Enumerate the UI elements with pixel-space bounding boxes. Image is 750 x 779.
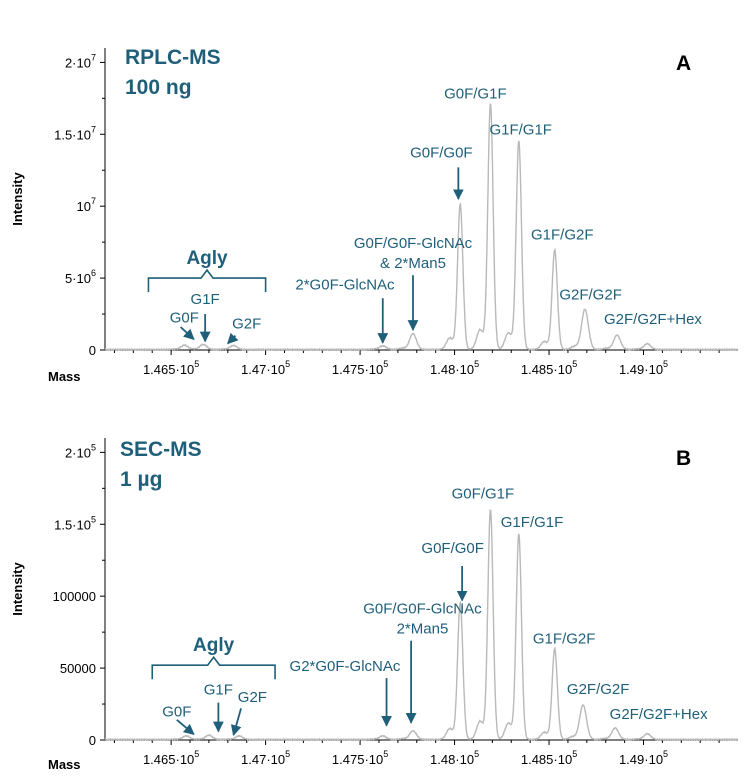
spectrum-trace	[104, 509, 739, 742]
y-tick-label: 0	[89, 733, 96, 748]
x-tick-label: 1.475·105	[332, 749, 388, 767]
peak-annotation-label: G1F	[191, 291, 220, 308]
panel-title-line: SEC-MS	[120, 438, 202, 461]
peak-annotation-label: G2F/G2F	[567, 681, 630, 698]
x-tick-label: 1.465·105	[143, 749, 199, 767]
y-axis-title: Intensity	[10, 562, 25, 616]
y-tick-label: 1.5·107	[54, 124, 96, 142]
peak-annotation-label: G2F/G2F	[559, 287, 622, 304]
x-tick-label: 1.485·105	[521, 359, 577, 377]
x-tick-label: 1.485·105	[521, 749, 577, 767]
y-tick-label: 1.5·105	[54, 514, 96, 532]
x-axis-title: Mass	[48, 757, 81, 772]
x-axis-title: Mass	[48, 369, 81, 384]
peak-annotation-label: G2F/G2F+Hex	[610, 706, 708, 723]
panel-letter: B	[676, 447, 691, 470]
peak-annotation-label: G0F/G1F	[452, 485, 515, 502]
y-tick-label: 5·106	[65, 268, 96, 286]
peak-annotation-label: G1F	[204, 682, 233, 699]
y-tick-label: 2·107	[65, 52, 96, 70]
panel-b-sec-ms: 0 50000 100000 1.5·105 2·105 1.465·105 1.47·10…	[10, 438, 739, 772]
panel-a-rplc-ms: 0 5·106 107 1.5·107 2·107 1.465·105 1.47·105 1.…	[10, 46, 739, 384]
y-tick-label: 107	[77, 196, 96, 214]
peak-annotation-label: G0F/G0F	[410, 144, 473, 161]
panel-title-line: 100 ng	[125, 76, 192, 99]
y-tick-label: 100000	[53, 589, 96, 604]
annotation-arrow	[176, 719, 195, 735]
agly-bracket	[147, 268, 267, 293]
panel-letter: A	[676, 52, 691, 75]
annotation-arrow	[227, 332, 239, 345]
annotation-arrow	[179, 326, 195, 340]
x-tick-label: 1.48·105	[430, 359, 479, 377]
panel-title-line: RPLC-MS	[125, 46, 221, 69]
peak-annotation-label: G2F	[238, 689, 267, 706]
peak-annotation-label: G2F/G2F+Hex	[604, 311, 702, 328]
peak-annotation-label: 2*Man5	[397, 620, 449, 637]
peak-annotation-label: G2F	[232, 315, 261, 332]
y-tick-label: 2·105	[65, 442, 96, 460]
peak-annotation-label: G0F	[170, 310, 199, 327]
peak-annotation-label: G1F/G1F	[489, 121, 552, 138]
agly-group-label: Agly	[186, 248, 228, 269]
x-tick-label: 1.47·105	[241, 359, 290, 377]
peak-annotation-label: G0F/G0F-GlcNAc	[354, 235, 473, 252]
x-tick-label: 1.465·105	[143, 359, 199, 377]
panel-title-line: 1 µg	[120, 468, 162, 491]
peak-annotation-label: G1F/G1F	[501, 514, 564, 531]
peak-annotation-label: 2*G0F-GlcNAc	[295, 277, 395, 294]
spectrum-trace	[104, 103, 739, 352]
y-axis-title: Intensity	[10, 172, 25, 226]
peak-annotation-label: G1F/G2F	[531, 226, 594, 243]
y-tick-label: 50000	[60, 661, 96, 676]
y-tick-label: 0	[89, 343, 96, 358]
x-tick-label: 1.49·105	[619, 749, 668, 767]
x-tick-label: 1.49·105	[619, 359, 668, 377]
peak-annotation-label: G0F/G0F-GlcNAc	[363, 600, 482, 617]
agly-group-label: Agly	[193, 635, 235, 656]
peak-annotation-label: G0F/G0F	[421, 540, 484, 557]
peak-annotation-label: G0F	[162, 703, 191, 720]
x-tick-label: 1.475·105	[332, 359, 388, 377]
x-tick-label: 1.48·105	[430, 749, 479, 767]
peak-annotation-label: G0F/G1F	[444, 85, 507, 102]
x-tick-label: 1.47·105	[241, 749, 290, 767]
agly-bracket	[151, 655, 276, 680]
annotation-arrow	[230, 708, 242, 737]
peak-annotation-label: G1F/G2F	[533, 631, 596, 648]
peak-annotation-label: & 2*Man5	[380, 255, 446, 272]
peak-annotation-label: G2*G0F-GlcNAc	[290, 658, 401, 675]
